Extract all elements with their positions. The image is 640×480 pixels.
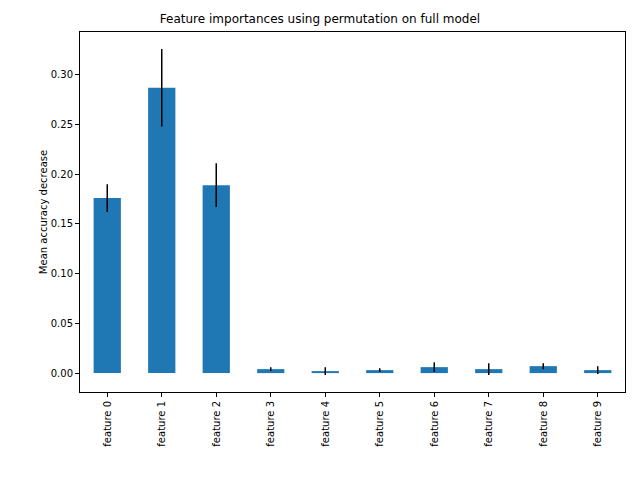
svg-text:feature 7: feature 7 [483,401,494,447]
svg-text:0.20: 0.20 [51,169,73,180]
svg-text:feature 6: feature 6 [429,401,440,447]
svg-text:feature 3: feature 3 [265,401,276,447]
svg-text:feature 4: feature 4 [320,401,331,447]
svg-text:feature 1: feature 1 [156,401,167,447]
svg-text:0.25: 0.25 [51,119,73,130]
svg-text:0.30: 0.30 [51,69,73,80]
svg-text:feature 5: feature 5 [374,401,385,447]
svg-text:feature 2: feature 2 [211,401,222,447]
svg-text:0.10: 0.10 [51,268,73,279]
svg-text:feature 9: feature 9 [592,401,603,447]
svg-text:feature 0: feature 0 [102,401,113,447]
svg-text:0.15: 0.15 [51,218,73,229]
svg-text:Mean accuracy decrease: Mean accuracy decrease [38,150,49,274]
svg-text:0.00: 0.00 [51,368,73,379]
svg-text:feature 8: feature 8 [538,401,549,447]
svg-text:0.05: 0.05 [51,318,73,329]
svg-text:Feature importances using perm: Feature importances using permutation on… [160,12,480,26]
